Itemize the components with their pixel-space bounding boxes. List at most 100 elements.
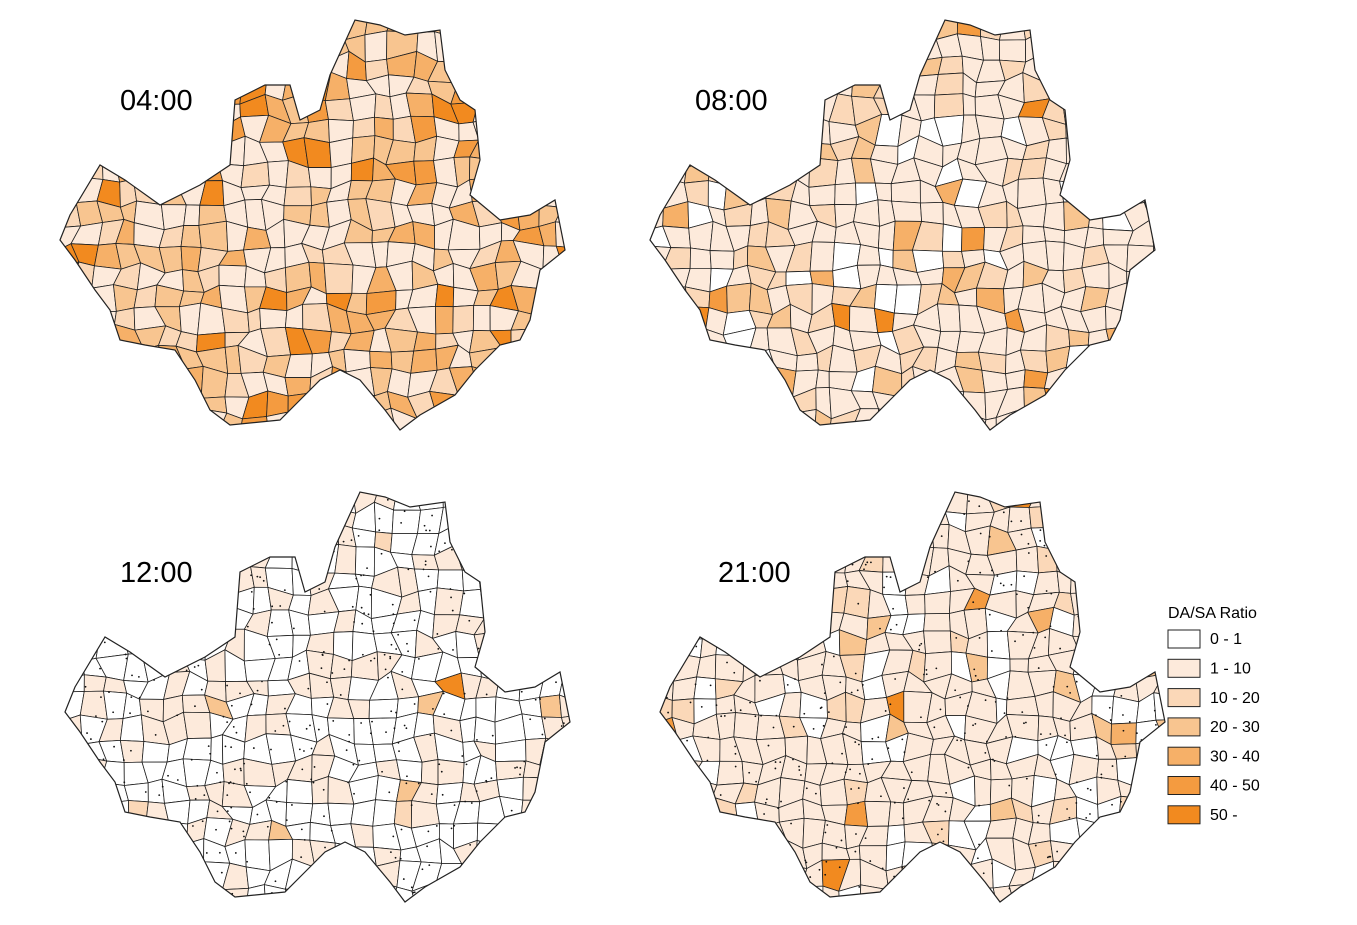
point bbox=[520, 690, 523, 693]
district bbox=[1123, 50, 1148, 77]
district bbox=[364, 30, 388, 63]
point bbox=[240, 548, 243, 551]
point bbox=[804, 583, 807, 586]
district bbox=[141, 866, 164, 890]
point bbox=[176, 714, 179, 717]
district bbox=[1136, 523, 1163, 553]
district bbox=[695, 565, 718, 596]
point bbox=[1147, 871, 1150, 874]
point bbox=[230, 827, 233, 830]
point bbox=[332, 720, 335, 722]
district bbox=[745, 393, 778, 415]
point bbox=[1039, 540, 1042, 542]
point bbox=[167, 628, 169, 631]
point bbox=[108, 501, 111, 503]
district bbox=[660, 816, 675, 845]
district bbox=[993, 904, 1015, 925]
point bbox=[352, 870, 355, 872]
point bbox=[755, 597, 758, 600]
district bbox=[553, 303, 565, 331]
district bbox=[961, 391, 987, 421]
point bbox=[889, 628, 892, 631]
district bbox=[195, 155, 224, 182]
district bbox=[850, 434, 878, 455]
point bbox=[384, 668, 387, 671]
point bbox=[441, 793, 444, 796]
district bbox=[94, 34, 117, 63]
district bbox=[757, 523, 777, 553]
district bbox=[309, 392, 331, 418]
point bbox=[475, 864, 478, 867]
district bbox=[552, 268, 565, 290]
district bbox=[1070, 592, 1100, 616]
point bbox=[256, 813, 259, 816]
point bbox=[406, 642, 408, 645]
point bbox=[390, 851, 392, 854]
district bbox=[1157, 863, 1165, 888]
district bbox=[1172, 371, 1192, 395]
point bbox=[139, 504, 142, 507]
district bbox=[1116, 572, 1137, 591]
district bbox=[180, 225, 202, 248]
district bbox=[60, 412, 75, 430]
point bbox=[780, 800, 782, 803]
point bbox=[432, 707, 434, 710]
point bbox=[443, 713, 446, 716]
district bbox=[1102, 116, 1133, 144]
point bbox=[1010, 520, 1013, 523]
district bbox=[1167, 247, 1195, 271]
district bbox=[434, 283, 455, 308]
district bbox=[1132, 859, 1165, 889]
point bbox=[1136, 732, 1138, 735]
point bbox=[284, 490, 286, 492]
district bbox=[305, 883, 336, 902]
district bbox=[165, 650, 191, 673]
district bbox=[74, 586, 99, 619]
point bbox=[840, 492, 843, 494]
district bbox=[329, 137, 354, 169]
point bbox=[326, 552, 329, 555]
district bbox=[413, 160, 438, 186]
district bbox=[660, 509, 681, 536]
point bbox=[879, 627, 881, 630]
district bbox=[642, 438, 671, 454]
district bbox=[558, 779, 570, 809]
district bbox=[893, 388, 922, 416]
district bbox=[185, 908, 212, 925]
point bbox=[270, 748, 272, 751]
point bbox=[95, 715, 97, 718]
district bbox=[650, 56, 672, 82]
district bbox=[384, 327, 418, 353]
district bbox=[672, 524, 694, 556]
point bbox=[1092, 507, 1095, 510]
district bbox=[999, 39, 1027, 63]
district bbox=[497, 374, 520, 398]
district bbox=[980, 36, 1000, 61]
district bbox=[581, 571, 604, 596]
point bbox=[967, 560, 970, 563]
point bbox=[363, 612, 366, 615]
map-outline bbox=[649, 19, 1156, 431]
district bbox=[556, 413, 565, 430]
point bbox=[125, 906, 127, 908]
district bbox=[1149, 267, 1155, 288]
district bbox=[1154, 565, 1165, 595]
point bbox=[228, 782, 230, 785]
district bbox=[72, 325, 100, 356]
point bbox=[744, 637, 747, 640]
point bbox=[424, 563, 427, 566]
district bbox=[539, 694, 562, 718]
district bbox=[576, 310, 603, 330]
point bbox=[901, 738, 904, 741]
point bbox=[783, 528, 786, 530]
point bbox=[275, 801, 278, 803]
district bbox=[209, 593, 235, 613]
district bbox=[196, 95, 229, 124]
point bbox=[988, 535, 991, 538]
district bbox=[1081, 53, 1110, 83]
district bbox=[746, 409, 778, 430]
point bbox=[1100, 870, 1103, 872]
point bbox=[103, 641, 106, 644]
district bbox=[760, 508, 788, 528]
point bbox=[478, 889, 481, 892]
